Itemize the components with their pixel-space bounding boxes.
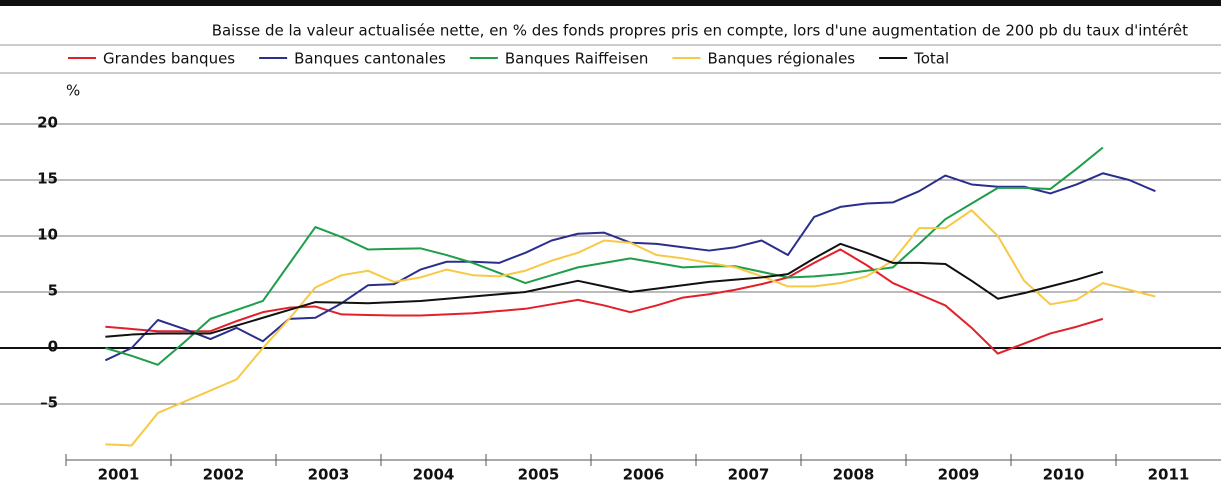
- x-tick-label: 2009: [938, 466, 980, 484]
- x-tick-label: 2010: [1043, 466, 1085, 484]
- series-line: [104, 172, 1156, 362]
- series-line: [105, 209, 1156, 447]
- x-tick-label: 2001: [98, 466, 140, 484]
- top-bar: [0, 0, 1221, 6]
- chart-title: Baisse de la valeur actualisée nette, en…: [212, 22, 1188, 40]
- legend-label: Banques régionales: [707, 50, 855, 68]
- y-tick-label: 0: [48, 338, 58, 356]
- legend-label: Total: [913, 50, 949, 68]
- y-tick-label: 15: [37, 170, 58, 188]
- y-tick-label: 20: [37, 114, 58, 132]
- y-tick-label: –5: [40, 394, 58, 412]
- x-tick-label: 2003: [308, 466, 350, 484]
- y-tick-label: 10: [37, 226, 58, 244]
- y-unit: %: [66, 82, 80, 100]
- series-line: [105, 248, 1104, 355]
- x-tick-label: 2004: [413, 466, 455, 484]
- x-tick-label: 2006: [623, 466, 665, 484]
- legend-label: Grandes banques: [103, 50, 235, 68]
- x-tick-label: 2002: [203, 466, 245, 484]
- x-tick-label: 2011: [1148, 466, 1190, 484]
- y-tick-label: 5: [48, 282, 58, 300]
- x-tick-label: 2005: [518, 466, 560, 484]
- x-tick-label: 2008: [833, 466, 875, 484]
- legend-label: Banques cantonales: [294, 50, 446, 68]
- legend-label: Banques Raiffeisen: [505, 50, 649, 68]
- x-tick-label: 2007: [728, 466, 770, 484]
- series-line: [105, 242, 1104, 338]
